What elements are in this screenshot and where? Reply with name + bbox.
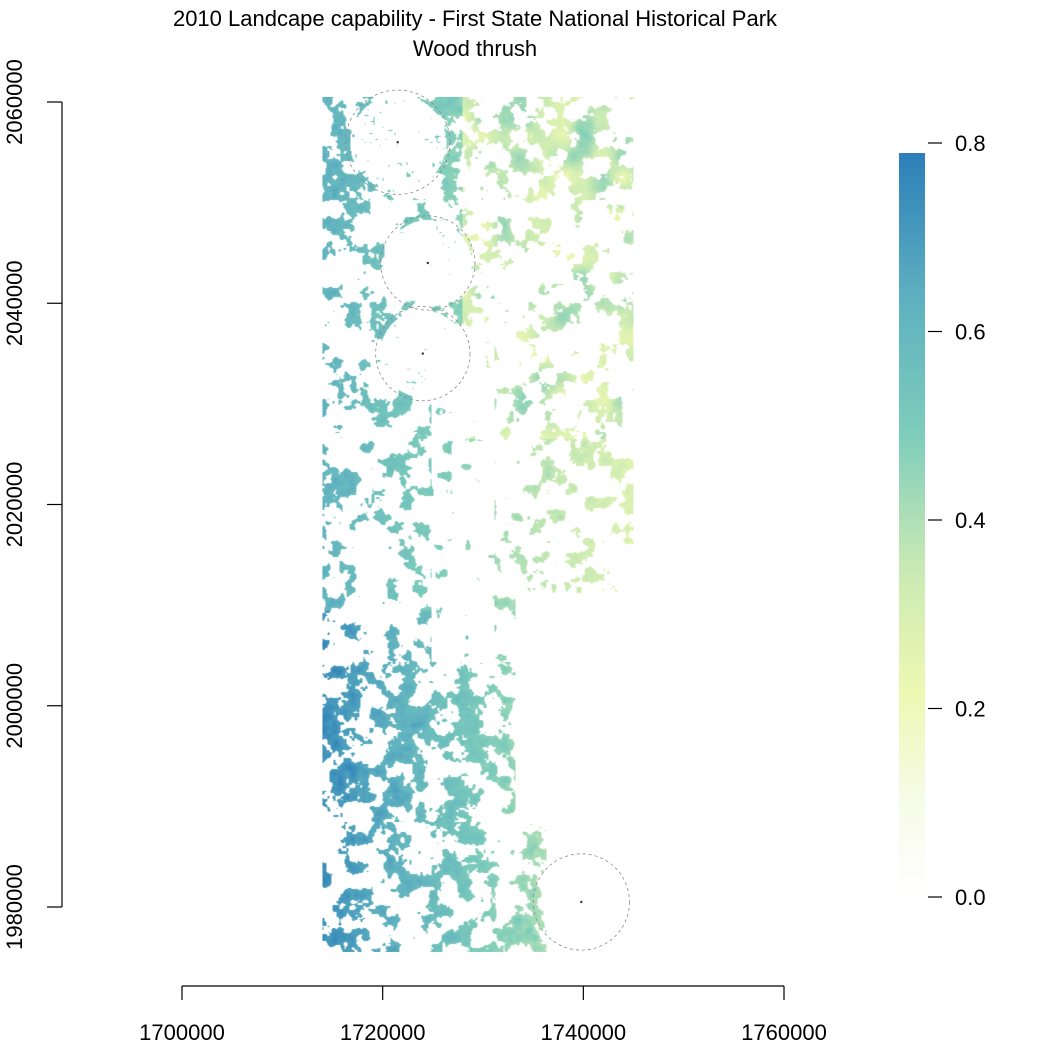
colorbar-tick-label: 0.0	[955, 885, 986, 910]
x-tick-label: 1760000	[741, 1020, 827, 1045]
colorbar-tick-label: 0.8	[955, 131, 986, 156]
buffer-circle	[380, 215, 476, 311]
park-site-marker	[396, 141, 399, 144]
y-tick-label: 2040000	[2, 260, 27, 346]
park-site-marker	[580, 900, 583, 904]
colorbar-tick-label: 0.6	[955, 320, 986, 345]
y-tick-label: 2020000	[2, 462, 27, 548]
x-tick-label: 1740000	[541, 1020, 627, 1045]
park-site-marker	[426, 261, 430, 265]
colorbar-gradient	[899, 153, 925, 898]
y-tick-label: 2060000	[2, 59, 27, 145]
y-tick-label: 1980000	[2, 864, 27, 950]
buffer-circle	[345, 89, 451, 195]
capability-raster	[322, 96, 634, 952]
x-axis: 1700000 1720000 1740000 1760000	[139, 985, 827, 1045]
buffer-circles	[345, 89, 630, 951]
buffer-circle	[532, 853, 630, 951]
chart-title: 2010 Landcape capability - First State N…	[173, 6, 778, 31]
colorbar-tick-label: 0.2	[955, 697, 986, 722]
park-site-marker	[421, 352, 424, 355]
colorbar-legend: 0.0 0.2 0.4 0.6 0.8	[899, 131, 986, 910]
raster-layer	[322, 96, 634, 952]
x-tick-label: 1700000	[139, 1020, 225, 1045]
x-tick-label: 1720000	[340, 1020, 426, 1045]
y-axis: 1980000 2000000 2020000 2040000 2060000	[2, 59, 63, 950]
buffer-circle	[375, 306, 471, 402]
y-tick-label: 2000000	[2, 663, 27, 749]
colorbar-tick-label: 0.4	[955, 508, 986, 533]
chart-subtitle: Wood thrush	[413, 36, 537, 61]
